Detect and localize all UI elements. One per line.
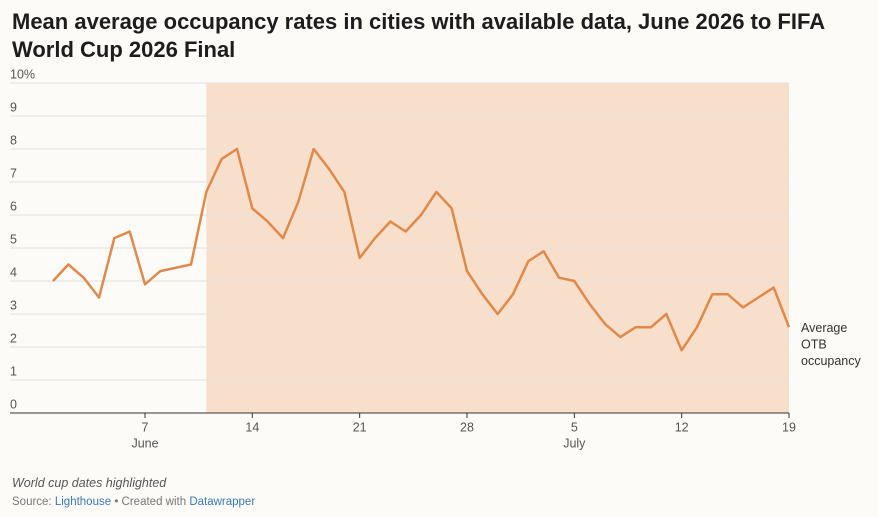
y-tick-label: 2 — [10, 331, 17, 345]
y-tick-label: 7 — [10, 166, 17, 180]
x-tick-label: 28 — [460, 420, 474, 434]
y-tick-label: 5 — [10, 232, 17, 246]
y-tick-label: 8 — [10, 133, 17, 147]
y-tick-label: 4 — [10, 265, 17, 279]
month-label: June — [131, 436, 158, 450]
source-label: Source: — [12, 496, 52, 508]
credit-link[interactable]: Datawrapper — [189, 496, 256, 508]
note: World cup dates highlighted — [12, 476, 167, 490]
y-tick-label: 9 — [10, 100, 17, 114]
series-label: Average OTB occupancy — [801, 321, 862, 368]
y-tick-label: 3 — [10, 298, 17, 312]
y-tick-label: 0 — [10, 397, 17, 411]
x-tick-label: 21 — [353, 420, 367, 434]
x-tick-label: 14 — [245, 420, 259, 434]
y-tick-label: 1 — [10, 364, 17, 378]
chart-title: Mean average occupancy rates in cities w… — [12, 9, 825, 62]
y-tick-label: 6 — [10, 199, 17, 213]
x-tick-label: 7 — [142, 420, 149, 434]
x-tick-label: 12 — [675, 420, 689, 434]
series-line — [52, 147, 791, 352]
footer: Source: Lighthouse • Created with Datawr… — [12, 496, 255, 508]
source-link[interactable]: Lighthouse — [54, 496, 112, 508]
x-tick-label: 19 — [782, 420, 796, 434]
credit: • Created with — [114, 496, 187, 508]
month-label: July — [563, 436, 586, 450]
y-tick-label: 10% — [10, 67, 35, 81]
x-tick-label: 5 — [571, 420, 578, 434]
